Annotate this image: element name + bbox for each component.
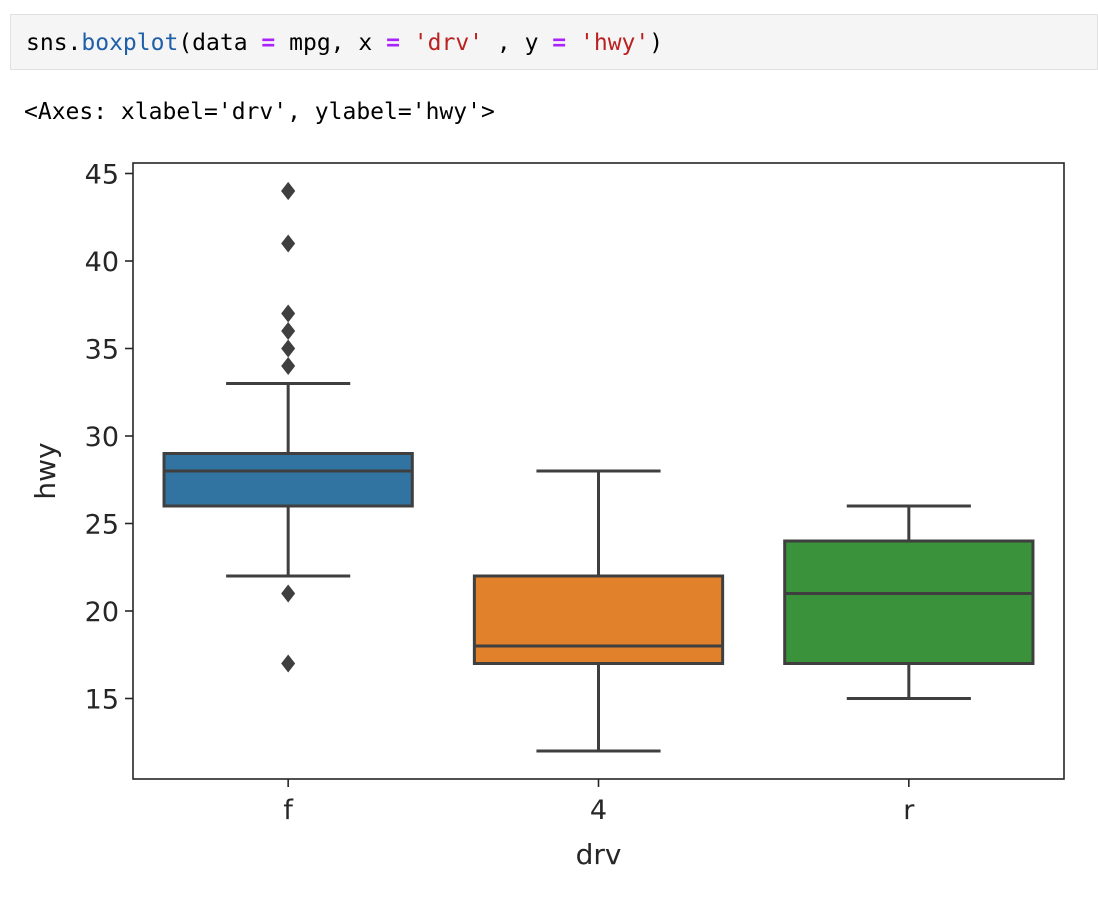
code-token: mpg, x xyxy=(275,30,387,56)
x-axis-label: drv xyxy=(576,838,622,871)
code-token: sns. xyxy=(26,30,82,56)
y-tick-label: 35 xyxy=(85,335,119,366)
code-token-operator: = xyxy=(261,30,276,56)
code-token-function: boxplot xyxy=(81,30,179,56)
code-token: , y xyxy=(483,30,553,56)
code-token: (data xyxy=(178,30,262,56)
code-token-string: 'drv' xyxy=(413,30,484,56)
outlier-point xyxy=(281,357,296,375)
outlier-point xyxy=(281,304,296,323)
outlier-point xyxy=(281,654,296,673)
y-axis-label: hwy xyxy=(29,442,62,499)
y-tick-label: 15 xyxy=(85,685,119,716)
y-tick-label: 30 xyxy=(85,422,119,453)
y-tick-label: 20 xyxy=(85,597,119,628)
code-token-operator: = xyxy=(552,30,567,56)
outlier-point xyxy=(281,584,296,603)
y-tick-label: 40 xyxy=(85,247,119,278)
code-token: ) xyxy=(649,30,664,56)
x-tick-label: r xyxy=(903,795,915,826)
code-line: sns.boxplot(data = mpg, x = 'drv' , y = … xyxy=(26,28,663,58)
code-token-operator: = xyxy=(386,30,400,56)
box-4 xyxy=(472,574,725,665)
outlier-point xyxy=(281,182,296,200)
x-tick-label: 4 xyxy=(590,795,607,826)
code-token-string: 'hwy' xyxy=(580,30,650,56)
outlier-point xyxy=(281,322,296,340)
y-tick-label: 45 xyxy=(85,160,119,191)
outlier-point xyxy=(281,234,296,253)
box-f xyxy=(162,452,414,508)
x-tick-label: f xyxy=(283,795,294,826)
cell-output-text: <Axes: xlabel='drv', ylabel='hwy'> xyxy=(24,99,495,125)
y-tick-label: 25 xyxy=(85,510,119,541)
outlier-point xyxy=(281,339,296,358)
code-cell[interactable]: sns.boxplot(data = mpg, x = 'drv' , y = … xyxy=(10,14,1098,70)
box-r xyxy=(783,539,1035,665)
